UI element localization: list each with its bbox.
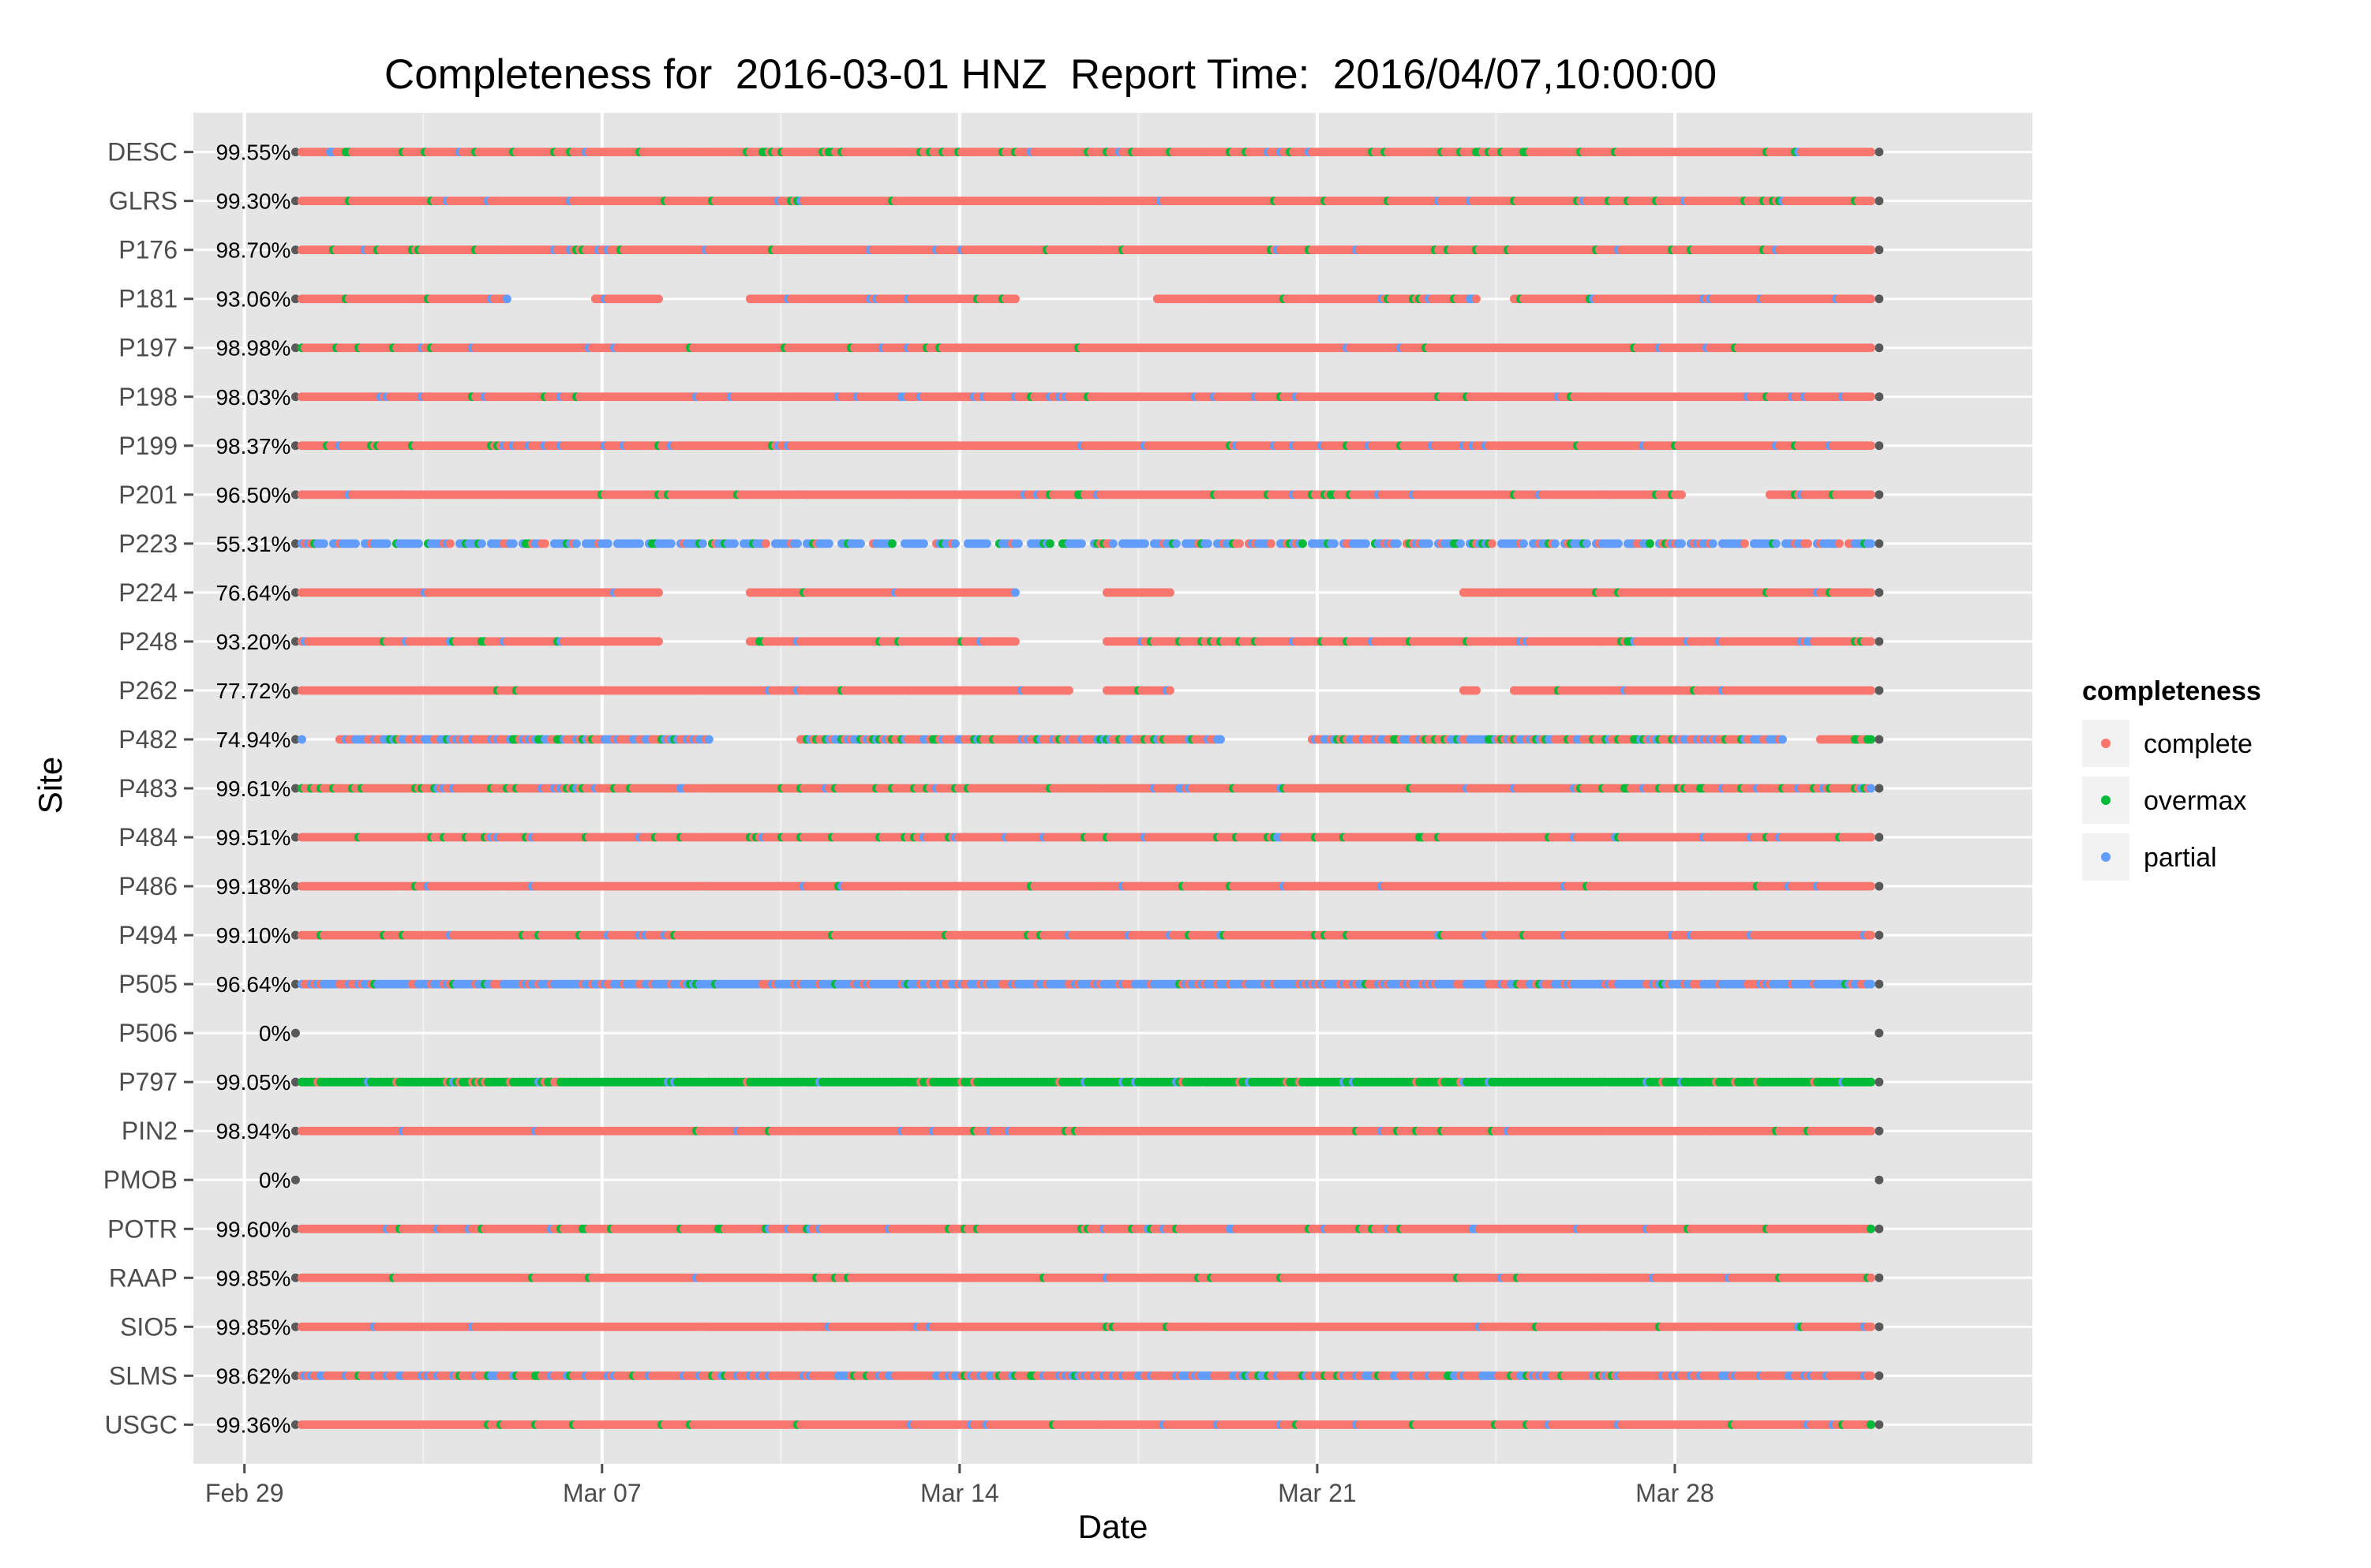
- data-point-complete: [1866, 1126, 1875, 1136]
- range-end-point: [1875, 881, 1884, 891]
- site-row-SLMS: [290, 1371, 1884, 1380]
- range-end-point: [1875, 1175, 1884, 1184]
- range-end-point: [1875, 930, 1884, 940]
- site-row-USGC: [290, 1420, 1884, 1429]
- data-points: [290, 148, 1884, 1429]
- data-point-complete: [1866, 1273, 1875, 1282]
- range-end-point: [1875, 1028, 1884, 1038]
- range-end-point: [1875, 1273, 1884, 1282]
- chart-title: Completeness for 2016-03-01 HNZ Report T…: [384, 51, 1717, 98]
- data-point-overmax: [1866, 1420, 1875, 1429]
- range-end-point: [1875, 1322, 1884, 1331]
- range-end-point: [1875, 1077, 1884, 1087]
- data-point-partial: [1866, 979, 1875, 989]
- range-start-point: [290, 1420, 300, 1429]
- data-point-complete: [1866, 1322, 1875, 1331]
- site-row-POTR: [290, 1224, 1884, 1233]
- range-end-point: [1875, 1371, 1884, 1380]
- data-point-overmax: [1866, 1224, 1875, 1233]
- site-row-PIN2: [290, 1126, 1884, 1136]
- site-row-P494: [290, 930, 1884, 940]
- range-end-point: [1875, 979, 1884, 989]
- data-point-complete: [1866, 930, 1875, 940]
- range-start-point: [290, 1175, 300, 1184]
- data-point-overmax: [1866, 1077, 1875, 1087]
- site-row-P797: [290, 1077, 1884, 1087]
- range-start-point: [290, 1028, 300, 1038]
- range-end-point: [1875, 1126, 1884, 1136]
- data-point-complete: [1866, 1371, 1875, 1380]
- range-end-point: [1875, 1420, 1884, 1429]
- range-start-point: [290, 1371, 300, 1380]
- range-end-point: [1875, 1224, 1884, 1233]
- site-row-P505: [290, 979, 1884, 989]
- site-row-RAAP: [290, 1273, 1884, 1282]
- site-row-P486: [290, 881, 1884, 891]
- site-row-SIO5: [290, 1322, 1884, 1331]
